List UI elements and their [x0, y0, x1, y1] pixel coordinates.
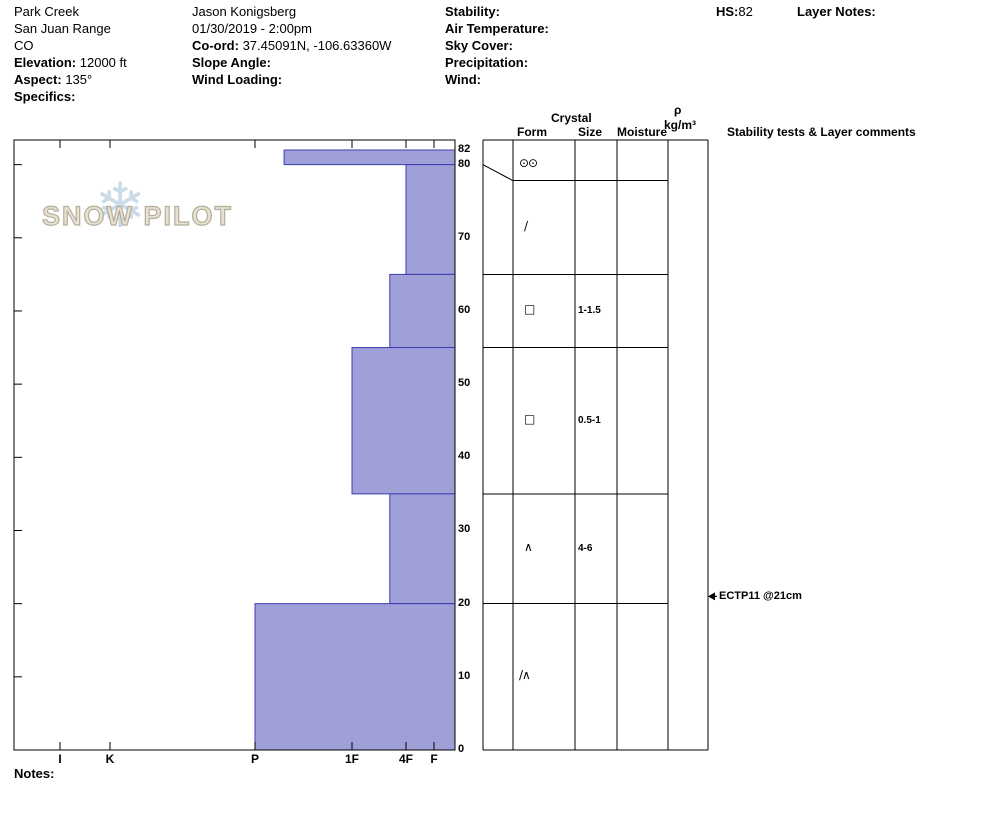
layer-boundary-connector: [482, 164, 514, 182]
density-column-header-symbol: ρ: [674, 103, 682, 117]
depth-tick-label: 0: [458, 743, 465, 755]
moisture-column-header: Moisture: [617, 125, 668, 139]
hardness-axis-label: I: [58, 752, 62, 766]
range-name: San Juan Range: [14, 21, 111, 36]
depth-tick-label: 70: [458, 230, 471, 243]
crystal-form-symbol: /: [524, 218, 528, 233]
crystal-form-symbol: □: [524, 301, 535, 316]
hardness-bar: [389, 273, 456, 349]
grain-size-value: 4-6: [578, 542, 593, 554]
hardness-axis-label: P: [250, 752, 259, 766]
form-column-header: Form: [517, 125, 547, 139]
elevation-label: Elevation:: [14, 55, 77, 70]
crystal-form-symbol: □: [524, 411, 535, 426]
aspect-row: Aspect: 135°: [14, 72, 92, 87]
observer-name: Jason Konigsberg: [192, 4, 297, 19]
depth-tick-label: 60: [458, 303, 471, 316]
hardness-bar: [283, 149, 456, 166]
hardness-axis-label: F: [430, 752, 438, 766]
annotation-arrow-head: [708, 592, 715, 601]
hardness-chart-frame: [13, 139, 456, 751]
aspect-value: 135°: [65, 72, 93, 87]
grain-size-value: 1-1.5: [578, 304, 601, 316]
crystal-form-symbol: /∧: [519, 667, 531, 682]
depth-tick-label: 20: [458, 596, 471, 609]
crystal-form-symbol: ⊙⊙: [519, 156, 538, 171]
hs-row: HS:82: [716, 4, 753, 19]
size-column-header: Size: [578, 125, 603, 139]
snowpilot-logo: ❄ SNOW PILOT: [41, 175, 231, 247]
hardness-bar: [254, 603, 456, 751]
grain-size-value: 0.5-1: [578, 414, 601, 426]
comments-column-header: Stability tests & Layer comments: [727, 125, 916, 139]
depth-tick-label: 10: [458, 669, 471, 682]
elevation-value: 12000 ft: [79, 55, 127, 70]
snowpilot-logo-text: SNOW PILOT: [41, 200, 233, 231]
stability-label: Stability:: [445, 4, 500, 19]
hardness-axis-label: 4F: [398, 752, 413, 766]
aspect-label: Aspect:: [14, 72, 62, 87]
hardness-axis-label: K: [105, 752, 115, 766]
depth-tick-label: 30: [458, 523, 471, 536]
coordinates-row: Co-ord: 37.45091N, -106.63360W: [192, 38, 391, 53]
wind-label: Wind:: [445, 72, 481, 87]
depth-tick-label: 82: [458, 143, 471, 155]
wind-loading-label: Wind Loading:: [192, 72, 283, 87]
coordinates-label: Co-ord:: [192, 38, 239, 53]
layer-notes-label: Layer Notes:: [797, 4, 876, 19]
stability-test-annotation: ECTP11 @21cm: [719, 590, 802, 603]
coordinates-value: 37.45091N, -106.63360W: [242, 38, 392, 53]
snowflake-icon: ❄: [94, 169, 146, 242]
depth-tick-label: 80: [458, 157, 471, 170]
hardness-bar: [389, 493, 456, 605]
hardness-bar: [351, 347, 456, 495]
precipitation-label: Precipitation:: [445, 55, 529, 70]
hardness-bar: [405, 164, 456, 275]
hardness-axis-label: 1F: [344, 752, 359, 766]
specifics-label: Specifics:: [14, 89, 76, 104]
crystal-column-header: Crystal: [551, 111, 592, 125]
depth-tick-label: 50: [458, 377, 471, 390]
hs-value: 82: [738, 4, 753, 19]
crystal-form-symbol: ∧: [524, 539, 533, 554]
density-column-header-unit: kg/m³: [664, 118, 697, 132]
slope-angle-label: Slope Angle:: [192, 55, 271, 70]
depth-tick-label: 40: [458, 450, 471, 463]
sky-cover-label: Sky Cover:: [445, 38, 513, 53]
site-name: Park Creek: [14, 4, 80, 19]
air-temperature-label: Air Temperature:: [445, 21, 549, 36]
state-name: CO: [14, 38, 34, 53]
hs-label: HS:: [716, 4, 739, 19]
elevation-row: Elevation: 12000 ft: [14, 55, 127, 70]
observation-datetime: 01/30/2019 - 2:00pm: [192, 21, 312, 36]
notes-label: Notes:: [14, 766, 55, 781]
